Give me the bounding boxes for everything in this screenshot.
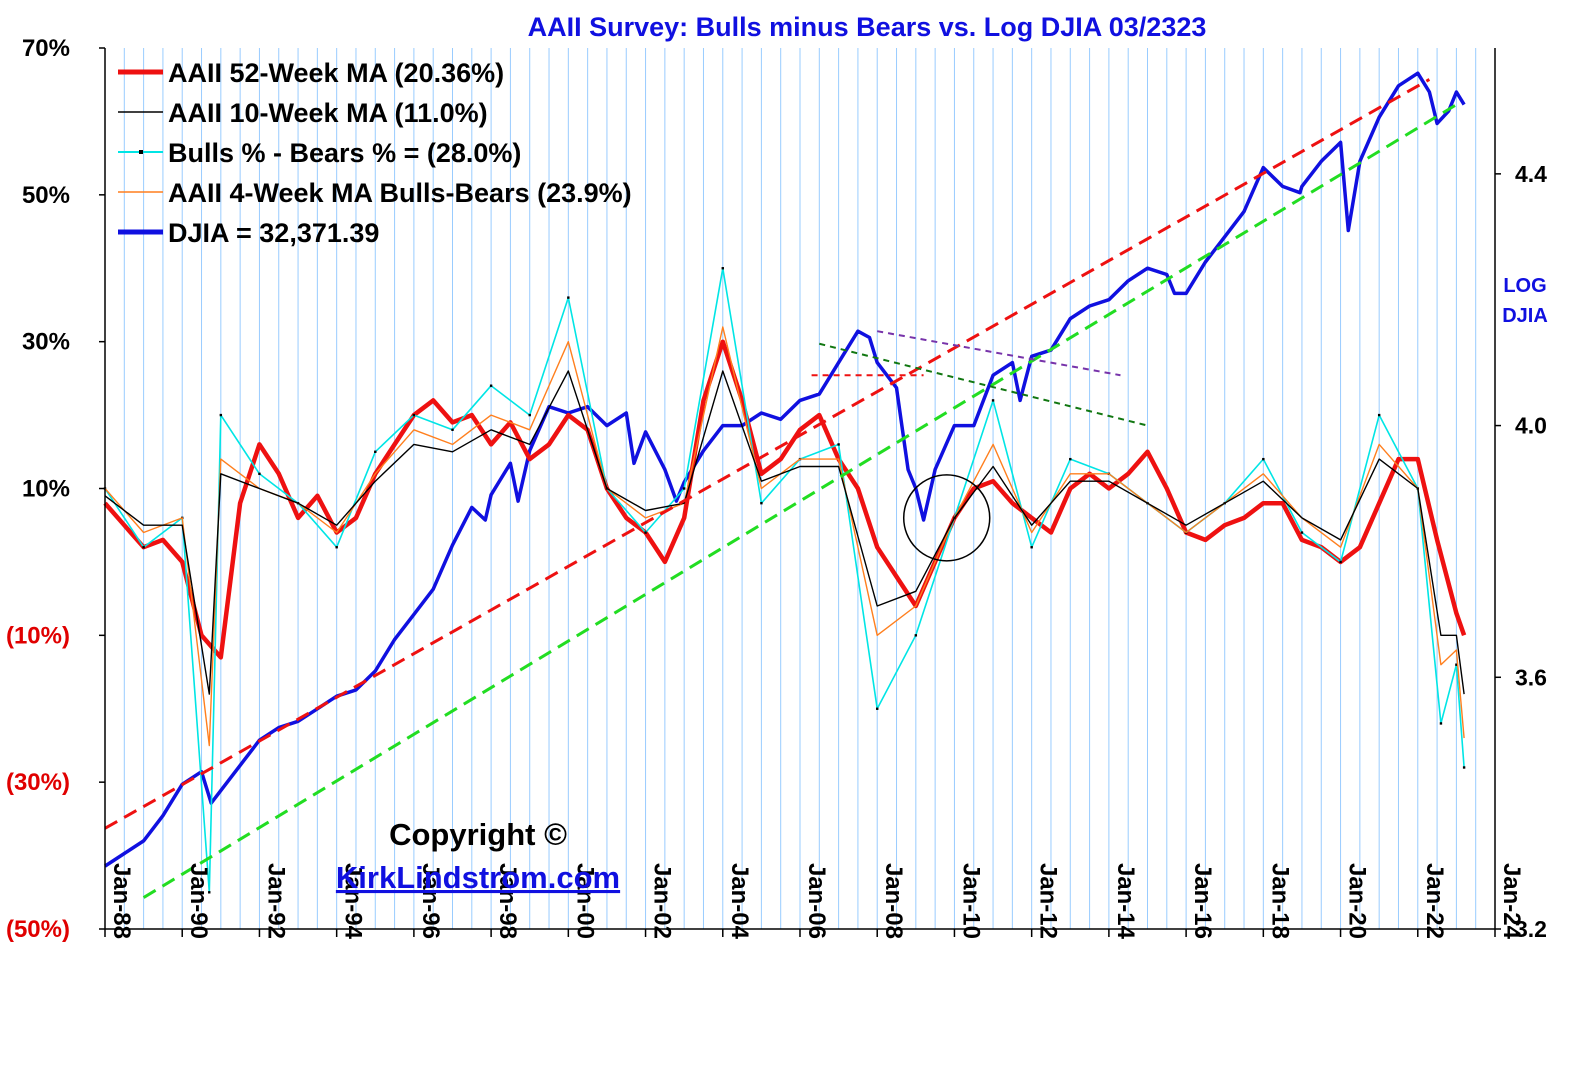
data-point <box>876 707 879 710</box>
legend-label-4: DJIA = 32,371.39 <box>168 218 379 248</box>
left-tick-label: 10% <box>22 476 70 503</box>
left-tick-label: (30%) <box>6 769 70 796</box>
x-tick-label: Jan-08 <box>880 863 907 939</box>
right-tick-label: 3.6 <box>1515 664 1547 690</box>
left-tick-label: (10%) <box>6 622 70 649</box>
x-tick-label: Jan-94 <box>340 863 367 940</box>
x-tick-label: Jan-02 <box>649 863 676 939</box>
x-tick-label: Jan-20 <box>1344 863 1371 939</box>
x-tick-label: Jan-10 <box>957 863 984 939</box>
copyright-text: Copyright © <box>389 817 567 852</box>
right-tick-label: 4.4 <box>1515 161 1547 187</box>
data-point <box>528 413 531 417</box>
x-tick-label: Jan-96 <box>417 863 444 939</box>
data-point <box>142 546 145 549</box>
trend-line-4 <box>819 342 1148 427</box>
x-tick-label: Jan-22 <box>1421 863 1448 939</box>
trend-line-1 <box>142 103 1458 899</box>
series-line-0 <box>104 71 1466 868</box>
trend-line-layer <box>104 78 1458 899</box>
data-point <box>1462 766 1466 769</box>
data-point <box>1439 722 1443 725</box>
data-point <box>991 399 995 402</box>
axes-layer: 70%50%30%10%(10%)(30%)(50%)4.44.03.63.2J… <box>6 35 1547 943</box>
series-line-4 <box>104 370 1465 695</box>
data-point <box>219 413 223 417</box>
x-tick-label: Jan-06 <box>803 863 830 939</box>
x-tick-label: Jan-98 <box>494 863 521 939</box>
data-point <box>489 384 493 387</box>
data-point <box>721 267 724 270</box>
data-point <box>1339 560 1342 564</box>
legend: AAII 52-Week MA (20.36%) AAII 10-Week MA … <box>118 58 632 248</box>
data-point <box>914 634 918 637</box>
data-point <box>1030 546 1033 549</box>
left-tick-label: 50% <box>22 182 70 209</box>
x-tick-label: Jan-92 <box>262 863 289 939</box>
data-point <box>208 891 211 894</box>
right-tick-label: 3.2 <box>1515 916 1547 942</box>
data-point <box>1377 413 1381 417</box>
right-axis-label-line2: DJIA <box>1502 305 1548 327</box>
x-tick-label: Jan-00 <box>571 863 598 939</box>
trend-line-0 <box>104 78 1431 830</box>
series-line-2 <box>104 267 1465 894</box>
x-tick-label: Jan-12 <box>1035 863 1062 939</box>
series-line-1 <box>103 339 1467 660</box>
x-tick-label: Jan-88 <box>108 863 135 939</box>
data-point <box>1262 457 1265 461</box>
series-line-3 <box>104 326 1465 747</box>
data-point <box>1455 663 1458 666</box>
data-point <box>837 443 840 446</box>
data-point <box>451 428 454 431</box>
x-tick-label: Jan-90 <box>185 863 212 939</box>
data-point <box>644 531 647 534</box>
x-tick-label: Jan-24 <box>1498 863 1525 940</box>
data-point <box>1300 531 1304 534</box>
x-tick-label: Jan-14 <box>1112 863 1139 940</box>
right-axis-label-line1: LOG <box>1503 275 1546 297</box>
trend-line-3 <box>877 330 1121 377</box>
data-point <box>412 413 416 417</box>
data-point <box>682 487 686 490</box>
left-tick-label: 70% <box>22 35 70 62</box>
left-tick-label: 30% <box>22 329 70 356</box>
right-tick-label: 4.0 <box>1515 413 1547 439</box>
data-point <box>1069 457 1072 461</box>
data-point <box>760 501 763 505</box>
series-layer <box>103 71 1467 894</box>
data-point <box>335 546 338 549</box>
legend-label-2: Bulls % - Bears % = (28.0%) <box>168 138 521 168</box>
legend-swatch-dot <box>139 150 143 154</box>
chart-title: AAII Survey: Bulls minus Bears vs. Log D… <box>528 12 1207 42</box>
legend-label-3: AAII 4-Week MA Bulls-Bears (23.9%) <box>168 178 632 208</box>
vertical-grid <box>123 48 1477 929</box>
left-tick-label: (50%) <box>6 916 70 943</box>
data-point <box>258 472 261 476</box>
copyright-site-link: KirkLindstrom.com <box>336 860 620 895</box>
x-tick-label: Jan-04 <box>726 863 753 940</box>
x-tick-label: Jan-16 <box>1189 863 1216 939</box>
data-point <box>567 296 570 299</box>
x-tick-label: Jan-18 <box>1266 863 1293 939</box>
data-point <box>374 450 377 453</box>
annotation-circle-0 <box>902 474 991 562</box>
legend-label-0: AAII 52-Week MA (20.36%) <box>168 58 504 88</box>
legend-label-1: AAII 10-Week MA (11.0%) <box>168 98 488 128</box>
annotation-layer <box>902 474 991 562</box>
